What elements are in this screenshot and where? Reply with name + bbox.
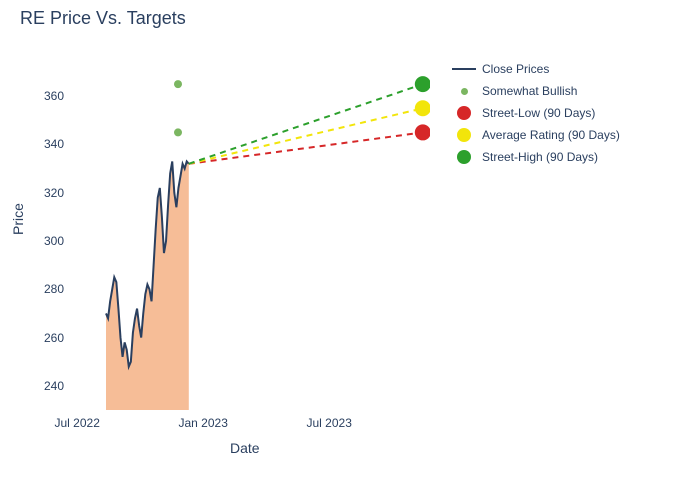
legend-label: Somewhat Bullish	[482, 84, 577, 98]
y-tick-label: 300	[34, 234, 64, 248]
target-dot	[415, 100, 430, 116]
legend-swatch	[450, 68, 478, 70]
legend-swatch	[450, 128, 478, 142]
x-axis-label: Date	[230, 440, 260, 456]
plot-area	[70, 60, 430, 410]
y-tick-label: 320	[34, 186, 64, 200]
x-tick-label: Jul 2023	[307, 416, 352, 430]
legend-label: Street-High (90 Days)	[482, 150, 598, 164]
legend-item: Street-High (90 Days)	[450, 148, 620, 166]
target-line	[189, 84, 423, 164]
x-tick-label: Jan 2023	[178, 416, 227, 430]
chart-container: RE Price Vs. Targets Price Date 240 260 28…	[0, 0, 700, 500]
legend-item: Somewhat Bullish	[450, 82, 620, 100]
outlook-dot	[174, 128, 182, 136]
legend: Close Prices Somewhat Bullish Street-Low (…	[450, 60, 620, 170]
legend-label: Average Rating (90 Days)	[482, 128, 620, 142]
y-tick-label: 340	[34, 137, 64, 151]
legend-swatch	[450, 150, 478, 164]
target-dot	[415, 76, 430, 92]
target-line	[189, 132, 423, 163]
target-dot	[415, 124, 430, 140]
y-tick-label: 260	[34, 331, 64, 345]
y-axis-label: Price	[10, 203, 26, 235]
chart-title: RE Price Vs. Targets	[20, 8, 186, 29]
y-tick-label: 240	[34, 379, 64, 393]
legend-swatch	[450, 88, 478, 95]
y-tick-label: 360	[34, 89, 64, 103]
y-tick-label: 280	[34, 282, 64, 296]
legend-label: Street-Low (90 Days)	[482, 106, 595, 120]
legend-swatch	[450, 106, 478, 120]
legend-item: Close Prices	[450, 60, 620, 78]
legend-item: Street-Low (90 Days)	[450, 104, 620, 122]
outlook-dot	[174, 80, 182, 88]
legend-label: Close Prices	[482, 62, 549, 76]
target-line	[189, 108, 423, 164]
legend-item: Average Rating (90 Days)	[450, 126, 620, 144]
x-tick-label: Jul 2022	[55, 416, 100, 430]
